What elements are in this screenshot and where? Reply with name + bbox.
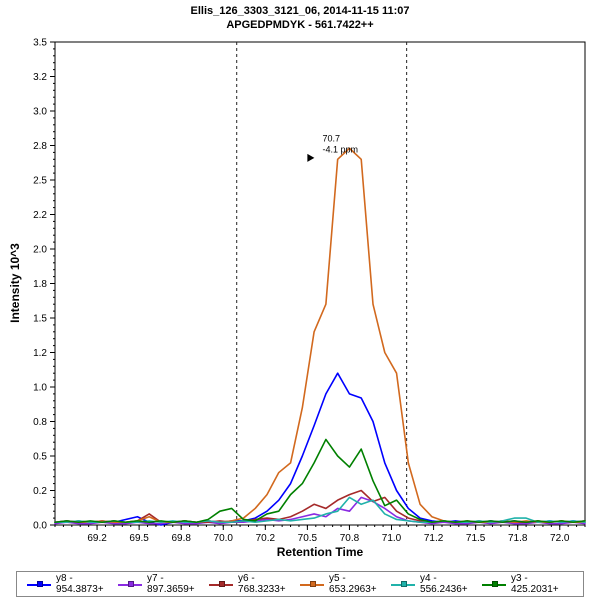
legend-item: y4 - 556.2436+ xyxy=(391,573,482,595)
legend-line-icon xyxy=(482,580,507,589)
y-tick-label: 2.8 xyxy=(33,141,47,152)
x-tick-label: 70.5 xyxy=(298,533,318,544)
x-tick-label: 69.8 xyxy=(171,533,191,544)
x-tick-label: 70.0 xyxy=(214,533,234,544)
x-tick-label: 71.0 xyxy=(382,533,402,544)
y-tick-label: 1.8 xyxy=(33,279,47,290)
peak-arrow-icon xyxy=(307,153,315,162)
legend-item: y5 - 653.2963+ xyxy=(300,573,391,595)
y-tick-label: 0.2 xyxy=(33,486,47,497)
y-tick-label: 3.0 xyxy=(33,107,47,118)
peak-ppm-label: -4.1 ppm xyxy=(323,144,359,154)
legend-item: y7 - 897.3659+ xyxy=(118,573,209,595)
chromatogram-plot[interactable]: 69.2 69.5 69.8 70.0 70.2 70.5 70.8 71.0 71.2 71.5… xyxy=(0,0,600,560)
legend-line-icon xyxy=(300,580,325,589)
y-tick-label: 3.5 xyxy=(33,38,47,49)
x-tick-label: 70.2 xyxy=(256,533,276,544)
x-tick-label: 71.8 xyxy=(508,533,528,544)
y-tick-label: 1.0 xyxy=(33,383,47,394)
x-tick-label: 70.8 xyxy=(340,533,360,544)
trace-y3[interactable] xyxy=(54,438,586,524)
plot-frame xyxy=(54,41,586,526)
y-tick-label: 3.2 xyxy=(33,72,47,83)
legend-line-icon xyxy=(209,580,234,589)
legend-line-icon xyxy=(391,580,416,589)
x-tick-label: 69.2 xyxy=(87,533,107,544)
y-tick-label: 0.5 xyxy=(33,452,47,463)
chart-subtitle: APGEDPMDYK - 561.7422++ xyxy=(226,19,374,31)
y-tick-label: 1.2 xyxy=(33,348,47,359)
x-tick-label: 72.0 xyxy=(550,533,570,544)
legend-item: y3 - 425.2031+ xyxy=(482,573,573,595)
legend-line-icon xyxy=(27,580,52,589)
chart-title: Ellis_126_3303_3121_06, 2014-11-15 11:07 xyxy=(190,5,410,17)
x-tick-label: 71.5 xyxy=(466,533,486,544)
legend-label: y8 - 954.3873+ xyxy=(56,573,104,595)
x-tick-label: 71.2 xyxy=(424,533,444,544)
legend-line-icon xyxy=(118,580,143,589)
legend-label: y3 - 425.2031+ xyxy=(511,573,559,595)
y-tick-label: 0.0 xyxy=(33,521,47,532)
peak-rt-label: 70.7 xyxy=(323,133,341,143)
legend-label: y6 - 768.3233+ xyxy=(238,573,286,595)
legend-label: y5 - 653.2963+ xyxy=(329,573,377,595)
y-tick-label: 0.8 xyxy=(33,417,47,428)
x-axis-label: Retention Time xyxy=(276,545,364,559)
y-tick-label: 2.5 xyxy=(33,176,47,187)
x-tick-label: 69.5 xyxy=(129,533,149,544)
y-tick-label: 1.5 xyxy=(33,314,47,325)
legend-label: y7 - 897.3659+ xyxy=(147,573,195,595)
legend-item: y6 - 768.3233+ xyxy=(209,573,300,595)
y-tick-label: 2.0 xyxy=(33,245,47,256)
legend-item: y8 - 954.3873+ xyxy=(27,573,118,595)
y-tick-label: 2.2 xyxy=(33,210,47,221)
legend: y8 - 954.3873+ y7 - 897.3659+ y6 - 768.323… xyxy=(16,571,584,597)
legend-label: y4 - 556.2436+ xyxy=(420,573,468,595)
